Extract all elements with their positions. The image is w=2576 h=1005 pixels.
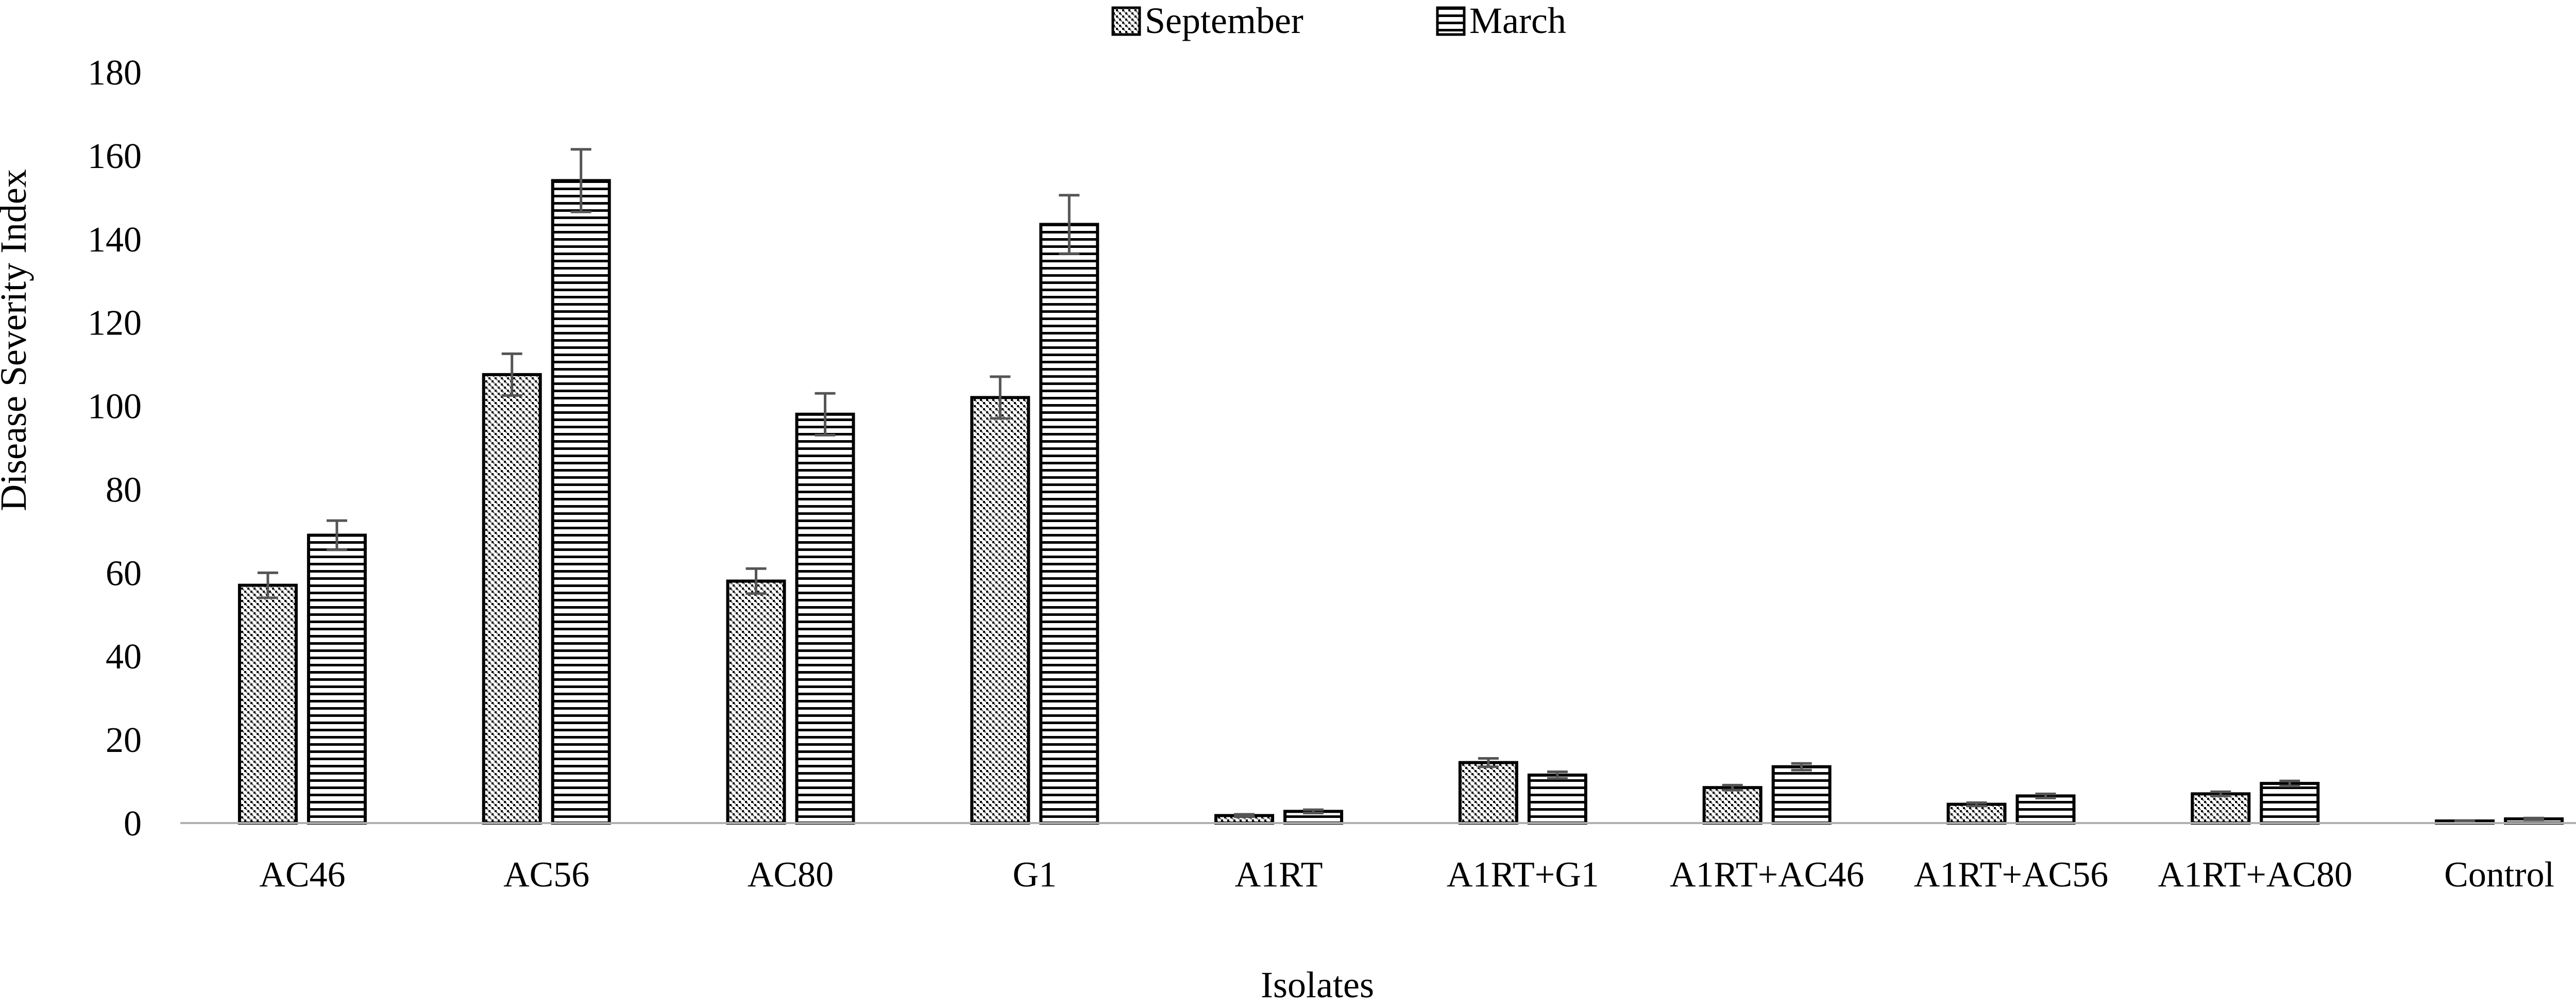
bar-march	[1039, 223, 1099, 825]
y-tick-label: 20	[106, 721, 142, 760]
error-bar	[1059, 194, 1080, 255]
error-bar	[1303, 808, 1324, 815]
bar-september	[2191, 792, 2251, 825]
bar-september	[1702, 786, 1762, 825]
error-bar	[1234, 813, 1255, 818]
y-axis: 0 20 40 60 80 100 120 140 160 180	[88, 53, 142, 844]
bar-march	[1771, 765, 1832, 825]
y-tick-label: 100	[88, 387, 142, 427]
error-bar	[1791, 762, 1812, 772]
bar-march	[1527, 773, 1587, 825]
y-axis-title: Disease Severity Index	[0, 169, 34, 511]
legend-label-march: March	[1469, 0, 1566, 41]
error-bar	[745, 567, 767, 595]
x-tick-label: A1RT	[1235, 855, 1323, 895]
bar-march	[795, 412, 855, 825]
legend: September March	[1111, 0, 1566, 41]
legend-swatch-march	[1436, 6, 1466, 36]
bar-march	[2015, 794, 2076, 825]
y-tick-label: 80	[106, 470, 142, 510]
x-tick-label: G1	[1013, 855, 1057, 895]
error-bar	[257, 571, 278, 599]
error-bar	[1478, 757, 1499, 768]
y-tick-label: 120	[88, 304, 142, 343]
x-tick-label: A1RT+G1	[1447, 855, 1599, 895]
error-bar	[2210, 790, 2231, 797]
bar-september	[726, 579, 786, 825]
y-tick-label: 180	[88, 53, 142, 93]
y-tick-label: 60	[106, 554, 142, 593]
error-bar	[1722, 783, 1743, 792]
error-bar	[501, 352, 522, 397]
bar-september	[970, 396, 1030, 825]
error-bar	[1547, 770, 1568, 780]
error-bar	[570, 148, 591, 213]
x-tick-label: A1RT+AC56	[1914, 855, 2109, 895]
bar-september	[482, 373, 542, 825]
error-bar	[326, 519, 347, 551]
legend-label-september: September	[1145, 0, 1303, 41]
error-bar	[815, 392, 836, 437]
error-bar	[1966, 801, 1987, 808]
x-tick-label: Control	[2444, 855, 2554, 895]
bars	[238, 148, 2564, 825]
x-tick-label: AC80	[748, 855, 834, 895]
error-bar	[2523, 816, 2545, 822]
y-tick-label: 0	[124, 804, 142, 844]
x-tick-label: AC46	[259, 855, 345, 895]
legend-swatch-september	[1111, 6, 1141, 36]
y-tick-label: 40	[106, 637, 142, 677]
error-bar	[2035, 792, 2056, 799]
x-axis: AC46 AC56 AC80 G1 A1RT A1RT+G1 A1RT+AC46 A1RT+A…	[180, 822, 2576, 895]
error-bar	[2279, 779, 2300, 788]
y-tick-label: 160	[88, 137, 142, 176]
bar-march	[307, 533, 367, 825]
bar-march	[2260, 782, 2320, 825]
x-tick-label: AC56	[503, 855, 589, 895]
bar-september	[238, 583, 298, 825]
x-tick-label: A1RT+AC80	[2158, 855, 2353, 895]
x-axis-title: Isolates	[1261, 964, 1374, 1005]
bar-september	[1458, 761, 1518, 825]
y-tick-label: 140	[88, 220, 142, 260]
x-tick-label: A1RT+AC46	[1670, 855, 1865, 895]
bar-march	[551, 179, 611, 825]
error-bar	[2454, 819, 2476, 823]
error-bar	[990, 375, 1011, 420]
